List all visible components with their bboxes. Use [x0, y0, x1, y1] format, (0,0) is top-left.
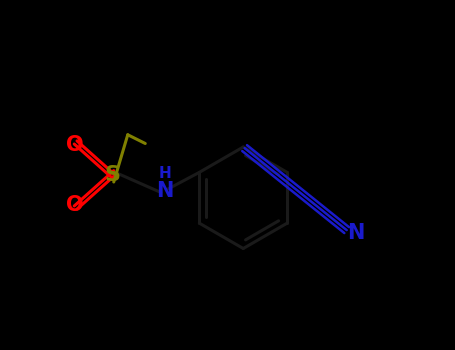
Text: O: O — [66, 195, 83, 215]
Text: S: S — [104, 165, 120, 185]
Text: O: O — [66, 135, 83, 155]
Text: H: H — [158, 167, 171, 181]
Text: N: N — [156, 181, 173, 201]
Text: N: N — [348, 223, 365, 243]
